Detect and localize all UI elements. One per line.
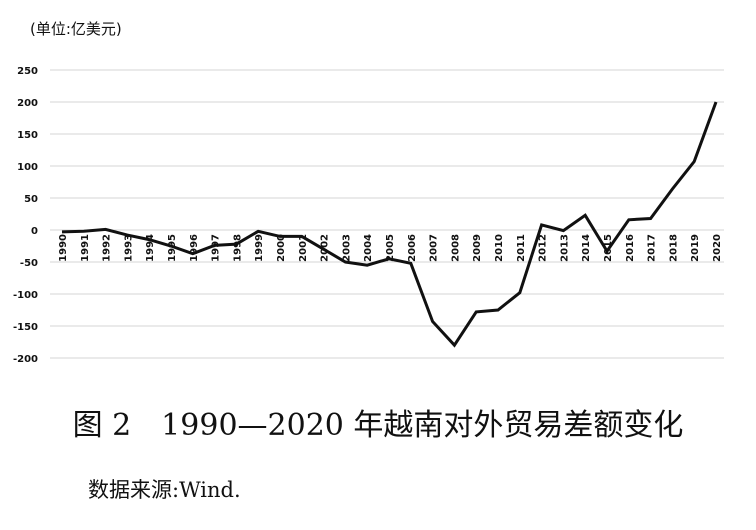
- x-tick-label: 2007: [429, 234, 440, 262]
- y-tick-label: -150: [13, 322, 38, 333]
- x-tick-label: 2002: [320, 234, 331, 262]
- x-tick-label: 1991: [80, 234, 91, 262]
- x-tick-label: 1992: [102, 234, 113, 262]
- x-tick-label: 2017: [647, 234, 658, 262]
- x-tick-label: 2008: [450, 234, 461, 262]
- y-tick-label: -100: [13, 290, 38, 301]
- x-tick-label: 2012: [538, 234, 549, 262]
- x-tick-label: 1999: [254, 234, 265, 262]
- x-tick-label: 2003: [341, 234, 352, 262]
- x-tick-label: 1998: [232, 234, 243, 262]
- x-tick-label: 2019: [690, 234, 701, 262]
- unit-label: (单位:亿美元): [30, 20, 122, 38]
- y-tick-label: -50: [20, 258, 38, 269]
- x-tick-label: 1990: [58, 234, 69, 262]
- x-tick-label: 2010: [494, 234, 505, 262]
- y-tick-label: 50: [24, 194, 38, 205]
- x-tick-label: 2001: [298, 234, 309, 262]
- y-tick-label: 250: [17, 66, 38, 77]
- series-lines: [61, 101, 718, 348]
- x-tick-label: 2009: [472, 234, 483, 262]
- y-tick-labels: 250 200 150 100 50 0 -50 -100 -150 -200: [13, 66, 38, 365]
- x-tick-label: 1993: [123, 234, 134, 262]
- x-tick-label: 2005: [385, 234, 396, 262]
- gridlines: [50, 69, 724, 359]
- y-tick-label: 150: [17, 130, 38, 141]
- x-tick-label: 2018: [668, 234, 679, 262]
- x-tick-label: 2000: [276, 234, 287, 262]
- y-tick-label: 0: [31, 226, 38, 237]
- y-tick-label: 200: [17, 98, 38, 109]
- x-tick-label: 2006: [407, 234, 418, 262]
- x-tick-label: 1997: [211, 234, 222, 262]
- x-tick-label: 1996: [189, 234, 200, 262]
- y-tick-label: -200: [13, 354, 38, 365]
- x-tick-label: 2013: [559, 234, 570, 262]
- x-tick-label: 2004: [363, 234, 374, 262]
- y-tick-label: 100: [17, 162, 38, 173]
- source-note: 数据来源:Wind.: [88, 478, 241, 502]
- x-tick-label: 2016: [625, 234, 636, 262]
- x-tick-label: 2014: [581, 234, 592, 262]
- trade-balance-chart: 250 200 150 100 50 0 -50 -100 -150 -200 1990 1991 1…: [13, 66, 724, 365]
- figure-caption: 图 2 1990—2020 年越南对外贸易差额变化: [72, 408, 684, 443]
- x-tick-label: 2011: [516, 234, 527, 262]
- series-line-0: [61, 101, 718, 348]
- x-tick-label: 1994: [145, 234, 156, 262]
- x-tick-label: 2020: [712, 234, 723, 262]
